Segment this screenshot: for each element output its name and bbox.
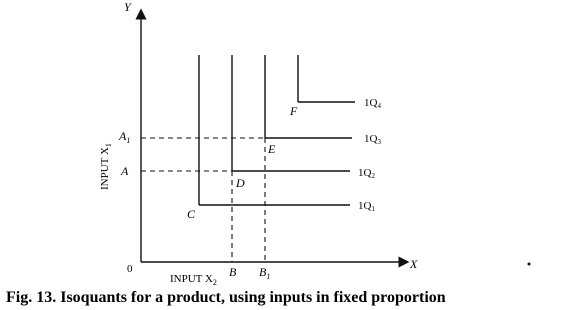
point-label: C [187,207,196,221]
point-label: D [235,176,245,190]
origin: 0 [127,263,133,275]
point-label: F [289,104,298,118]
point-label: A1 [118,129,130,145]
x-title: INPUT X2 [170,273,217,287]
isoquant-label: 1Q2 [358,167,375,180]
y-title: INPUT X1 [99,143,113,190]
point-label: E [267,142,276,156]
isoquant-2 [231,55,350,172]
isoquant-3 [264,55,352,139]
dot [527,262,531,266]
isoquant-label: 1Q1 [358,200,375,213]
isoquant-label: 1Q3 [364,133,381,146]
isoquant-4 [297,55,355,103]
x-label: X [409,257,418,271]
point-label: A [120,164,129,178]
point-label: B1 [259,265,270,281]
y-label: Y [124,0,132,14]
caption: Fig. 13. Isoquants for a product, using … [6,289,446,306]
isoquant-1 [198,55,350,206]
point-label: B [229,265,237,279]
isoquant-label: 1Q4 [364,97,381,110]
